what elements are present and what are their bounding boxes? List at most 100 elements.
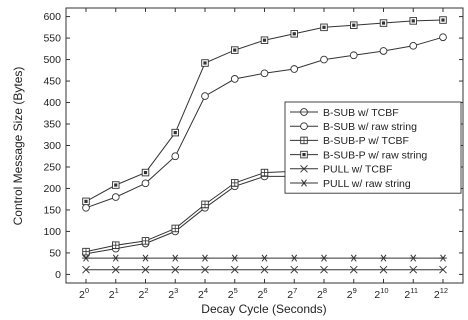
data-point	[349, 51, 358, 60]
legend: B-SUB w/ TCBF B-SUB w/ raw string B-SUB-P …	[284, 101, 462, 194]
data-point	[409, 17, 418, 25]
data-point	[290, 265, 299, 274]
data-point	[290, 30, 299, 38]
data-point	[230, 75, 239, 83]
legend-entry: PULL w/ TCBF	[290, 164, 392, 176]
y-tick-label: 400	[43, 97, 61, 109]
y-tick-label: 100	[43, 226, 61, 238]
data-point	[439, 265, 447, 274]
y-tick-label: 50	[49, 247, 61, 259]
y-tick-label: 500	[43, 54, 61, 66]
data-point	[82, 254, 90, 262]
data-point	[171, 128, 179, 137]
data-point	[300, 179, 308, 187]
data-point	[171, 265, 180, 274]
data-point	[379, 47, 388, 55]
data-point	[320, 23, 328, 32]
x-tick-label: 212	[434, 286, 448, 301]
data-point	[409, 254, 418, 262]
y-tick-label: 450	[43, 76, 61, 88]
data-point	[379, 19, 388, 27]
data-point	[379, 254, 388, 262]
data-point	[111, 265, 120, 274]
legend-box	[284, 101, 462, 194]
data-point	[141, 237, 150, 245]
data-point	[230, 179, 239, 187]
data-point	[201, 265, 209, 274]
data-point	[260, 265, 269, 274]
data-point	[260, 36, 269, 44]
x-tick-label: 21	[109, 286, 119, 301]
data-point	[141, 265, 150, 274]
series-5	[82, 254, 447, 262]
data-point	[141, 254, 150, 262]
data-point	[230, 254, 239, 262]
y-tick-label: 600	[43, 11, 61, 23]
data-point	[320, 55, 328, 64]
x-tick-label: 211	[404, 286, 418, 301]
series-1	[82, 33, 447, 212]
x-tick-label: 22	[138, 286, 148, 301]
y-tick-label: 0	[55, 269, 61, 281]
legend-label: B-SUB w/ TCBF	[323, 107, 399, 119]
data-point	[379, 265, 388, 274]
data-point	[439, 16, 447, 24]
x-tick-label: 24	[198, 286, 208, 301]
data-point	[201, 200, 209, 209]
y-tick-label: 350	[43, 119, 61, 131]
data-point	[409, 265, 418, 274]
data-point	[82, 265, 90, 274]
y-axis: 0 50 100 150 200 250 300 350 400 450 500 550 600	[43, 11, 463, 281]
data-point	[300, 108, 308, 116]
data-point	[349, 254, 358, 262]
data-point	[409, 41, 418, 50]
data-point	[111, 181, 120, 189]
data-point	[201, 254, 209, 262]
x-tick-label: 26	[257, 286, 267, 301]
legend-label: B-SUB w/ raw string	[323, 121, 417, 133]
data-point	[439, 33, 447, 42]
data-point	[111, 254, 120, 262]
data-point	[171, 224, 179, 233]
legend-label: B-SUB-P w/ TCBF	[323, 135, 409, 147]
data-point	[350, 21, 358, 29]
data-point	[300, 164, 308, 173]
data-point	[171, 152, 180, 161]
data-point	[82, 247, 90, 256]
x-tick-label: 27	[287, 286, 297, 301]
data-point	[141, 179, 150, 188]
data-point	[111, 241, 120, 249]
series-4	[82, 265, 447, 274]
x-tick-label: 20	[79, 286, 89, 301]
y-tick-label: 550	[43, 33, 61, 45]
data-point	[260, 168, 269, 177]
y-axis-label: Control Message Size (Bytes)	[11, 67, 25, 226]
x-tick-label: 28	[317, 286, 327, 301]
x-tick-label: 25	[228, 286, 238, 301]
legend-entry: PULL w/ raw string	[290, 178, 411, 190]
y-tick-label: 250	[43, 161, 61, 173]
data-point	[300, 150, 308, 159]
data-point	[201, 59, 209, 67]
series-3	[82, 16, 447, 206]
y-tick-label: 200	[43, 183, 61, 195]
data-point	[141, 168, 150, 177]
x-axis-label: Decay Cycle (Seconds)	[201, 302, 326, 316]
legend-entry: B-SUB-P w/ TCBF	[290, 135, 409, 147]
x-axis: 20 21 22 23 24 25 26 27 28 29 210 211 212	[79, 8, 448, 301]
data-point	[82, 197, 90, 206]
legend-entry: B-SUB-P w/ raw string	[290, 149, 427, 161]
data-point	[111, 193, 120, 201]
data-point	[290, 65, 299, 73]
x-tick-label: 29	[347, 286, 357, 301]
x-tick-label: 23	[168, 286, 178, 301]
legend-label: PULL w/ raw string	[323, 178, 411, 190]
legend-entry: B-SUB w/ TCBF	[290, 107, 399, 119]
data-point	[349, 265, 358, 274]
data-point	[320, 265, 328, 274]
data-point	[290, 254, 299, 262]
data-point	[82, 203, 90, 212]
x-tick-label: 210	[374, 286, 388, 301]
y-tick-label: 300	[43, 140, 61, 152]
